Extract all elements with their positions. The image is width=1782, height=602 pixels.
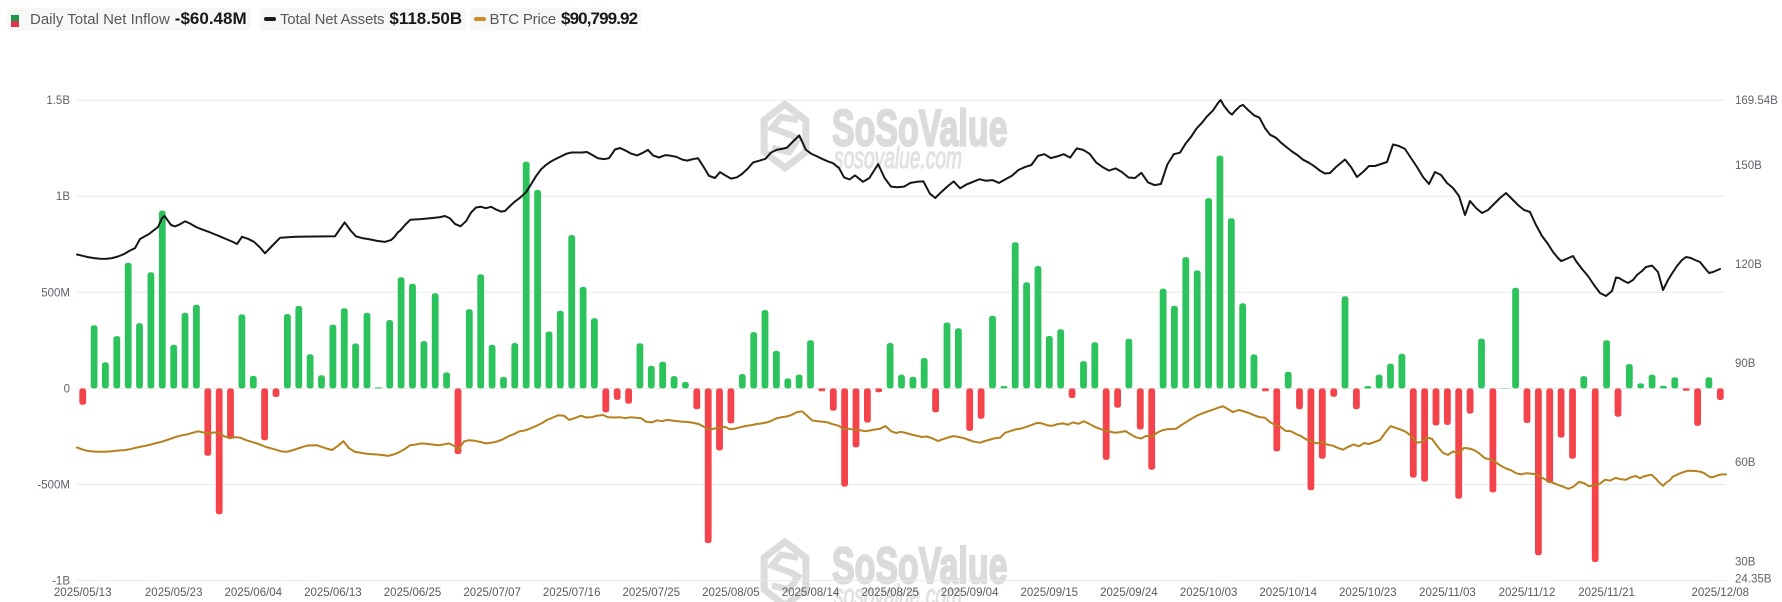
svg-text:24.35B: 24.35B — [1735, 574, 1772, 586]
svg-text:2025/10/23: 2025/10/23 — [1339, 587, 1397, 599]
svg-text:2025/06/13: 2025/06/13 — [304, 587, 362, 599]
svg-text:2025/09/24: 2025/09/24 — [1100, 587, 1158, 599]
svg-text:2025/07/25: 2025/07/25 — [623, 587, 681, 599]
svg-text:2025/10/03: 2025/10/03 — [1180, 587, 1238, 599]
svg-text:-500M: -500M — [37, 480, 70, 492]
svg-text:2025/05/13: 2025/05/13 — [54, 587, 112, 599]
svg-text:169.54B: 169.54B — [1735, 95, 1778, 107]
svg-text:2025/08/05: 2025/08/05 — [702, 587, 760, 599]
svg-text:2025/12/08: 2025/12/08 — [1692, 587, 1750, 599]
svg-text:sosovalue.com: sosovalue.com — [834, 141, 962, 175]
svg-text:120B: 120B — [1735, 259, 1762, 271]
svg-text:2025/11/21: 2025/11/21 — [1578, 587, 1635, 599]
svg-text:30B: 30B — [1735, 556, 1756, 568]
svg-text:150B: 150B — [1735, 160, 1762, 172]
svg-text:sosovalue.com: sosovalue.com — [834, 579, 962, 602]
svg-text:2025/11/03: 2025/11/03 — [1419, 587, 1476, 599]
svg-text:-1B: -1B — [52, 576, 70, 588]
svg-text:2025/08/25: 2025/08/25 — [861, 587, 919, 599]
svg-text:2025/11/12: 2025/11/12 — [1499, 587, 1556, 599]
svg-text:2025/07/16: 2025/07/16 — [543, 587, 601, 599]
svg-text:2025/05/23: 2025/05/23 — [145, 587, 203, 599]
svg-text:1.5B: 1.5B — [46, 95, 70, 107]
svg-text:2025/06/04: 2025/06/04 — [225, 587, 283, 599]
svg-text:500M: 500M — [41, 287, 70, 299]
svg-text:SoSoValue: SoSoValue — [832, 101, 1007, 157]
svg-text:2025/09/15: 2025/09/15 — [1021, 587, 1079, 599]
svg-text:90B: 90B — [1735, 358, 1756, 370]
svg-text:2025/09/04: 2025/09/04 — [941, 587, 999, 599]
svg-text:60B: 60B — [1735, 457, 1756, 469]
svg-text:0: 0 — [64, 383, 70, 395]
svg-text:2025/08/14: 2025/08/14 — [782, 587, 840, 599]
svg-text:1B: 1B — [56, 191, 70, 203]
svg-text:SoSoValue: SoSoValue — [832, 538, 1007, 594]
svg-text:2025/10/14: 2025/10/14 — [1259, 587, 1317, 599]
svg-text:2025/06/25: 2025/06/25 — [384, 587, 442, 599]
svg-text:2025/07/07: 2025/07/07 — [463, 587, 521, 599]
